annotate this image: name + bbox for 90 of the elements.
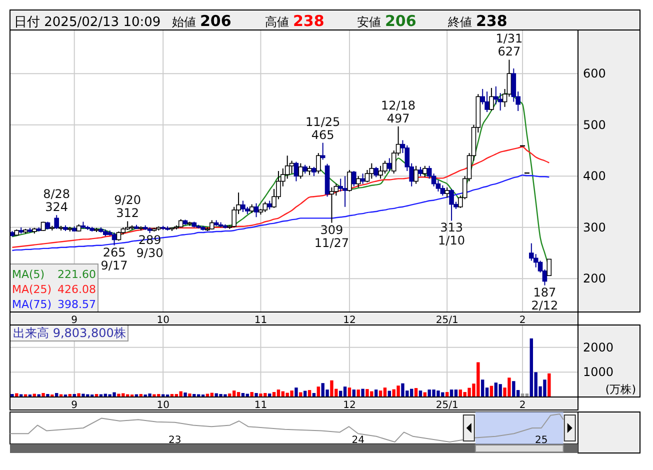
x-tick-label: 25/1 [436,315,458,326]
candlestick [546,258,552,276]
candlestick [334,183,339,196]
y-tick-label: 600 [583,66,606,81]
x-tick-label: 10 [156,315,170,326]
annotation: 187 2/12 [531,285,558,312]
annotation: 9/20 312 [114,193,142,220]
bar [228,394,232,397]
annotation: 12/18 497 [380,98,416,126]
candlestick [54,214,59,230]
annotation: 309 11/27 [314,222,350,250]
candlestick [422,165,428,178]
bar [46,394,50,397]
bar [548,373,551,397]
candlestick [440,184,446,196]
x-tick-label: 23 [168,435,182,446]
candlestick [449,188,454,222]
x-tick-label: 11 [254,315,268,326]
bar [250,392,254,397]
bar [72,394,76,397]
chart-title: 日付 2025/02/13 10:09 [14,15,161,30]
annotation: 265 9/17 [100,245,128,272]
bar [254,393,258,397]
bar [299,392,302,397]
candlestick [320,142,326,160]
x-tick-label: 25/1 [436,400,458,411]
candlestick [414,165,418,184]
x-tick-label: 12 [343,315,356,326]
candlestick [294,161,299,182]
bar [494,382,498,397]
candlestick [316,152,321,174]
chart-title: 出来高 9,803,800株 [13,326,126,340]
bar [179,391,182,397]
candlestick [352,170,356,187]
annotation: 1/31 627 [496,32,523,59]
bar [512,381,516,397]
annotation: 313 1/10 [438,220,466,248]
bar [530,338,534,397]
bar [480,380,484,397]
candlestick [307,165,312,176]
annotation: 11/25 465 [306,114,340,142]
candlestick [116,231,122,242]
annotation: 8/28 324 [43,187,70,214]
y-tick-label: 2000 [583,340,614,354]
bar [343,386,347,397]
bar [361,388,364,397]
bar [498,384,502,397]
bar [316,386,320,397]
line-series [12,146,550,248]
x-tick-label: 25 [534,435,548,446]
y-axis-title: (万株) [605,383,636,396]
text: MA(5) 221.60 [12,268,96,281]
candlestick [489,87,494,111]
bar [10,394,14,397]
y-tick-label: 500 [583,118,606,132]
candlestick [112,232,117,246]
annotation: 安値 206 [357,12,416,30]
annotation: 高値 238 [265,12,324,30]
candlestick [418,166,423,177]
candlestick [374,166,378,178]
candlestick [329,186,334,224]
candlestick [312,166,316,177]
x-tick-label: 2 [519,315,526,326]
y-tick-label: 1000 [583,365,614,380]
x-tick-label: 11 [254,400,268,411]
bar [42,393,45,397]
x-tick-label: 12 [343,400,356,411]
candlestick [240,200,246,213]
candlestick [262,201,268,213]
text: MA(25) 426.08 [12,283,96,296]
x-tick-label: 24 [352,435,364,446]
bar [188,394,192,397]
annotation: 終値 238 [447,12,508,30]
candlestick [347,169,352,192]
y-tick-label: 400 [583,169,606,184]
bar [356,390,360,397]
bar [184,392,187,397]
x-tick-label: 9 [71,315,78,326]
x-tick-label: 9 [71,400,78,411]
candlestick [444,186,450,198]
bar [294,388,298,397]
bar [192,394,196,397]
candlestick [387,158,392,172]
candlestick [254,202,259,218]
y-tick-label: 200 [583,272,606,286]
text: MA(75) 398.57 [12,298,96,311]
annotation: 始値 206 [172,12,232,30]
y-tick-label: 300 [583,220,606,234]
x-tick-label: 2 [519,400,526,411]
x-tick-label: 10 [156,400,170,411]
